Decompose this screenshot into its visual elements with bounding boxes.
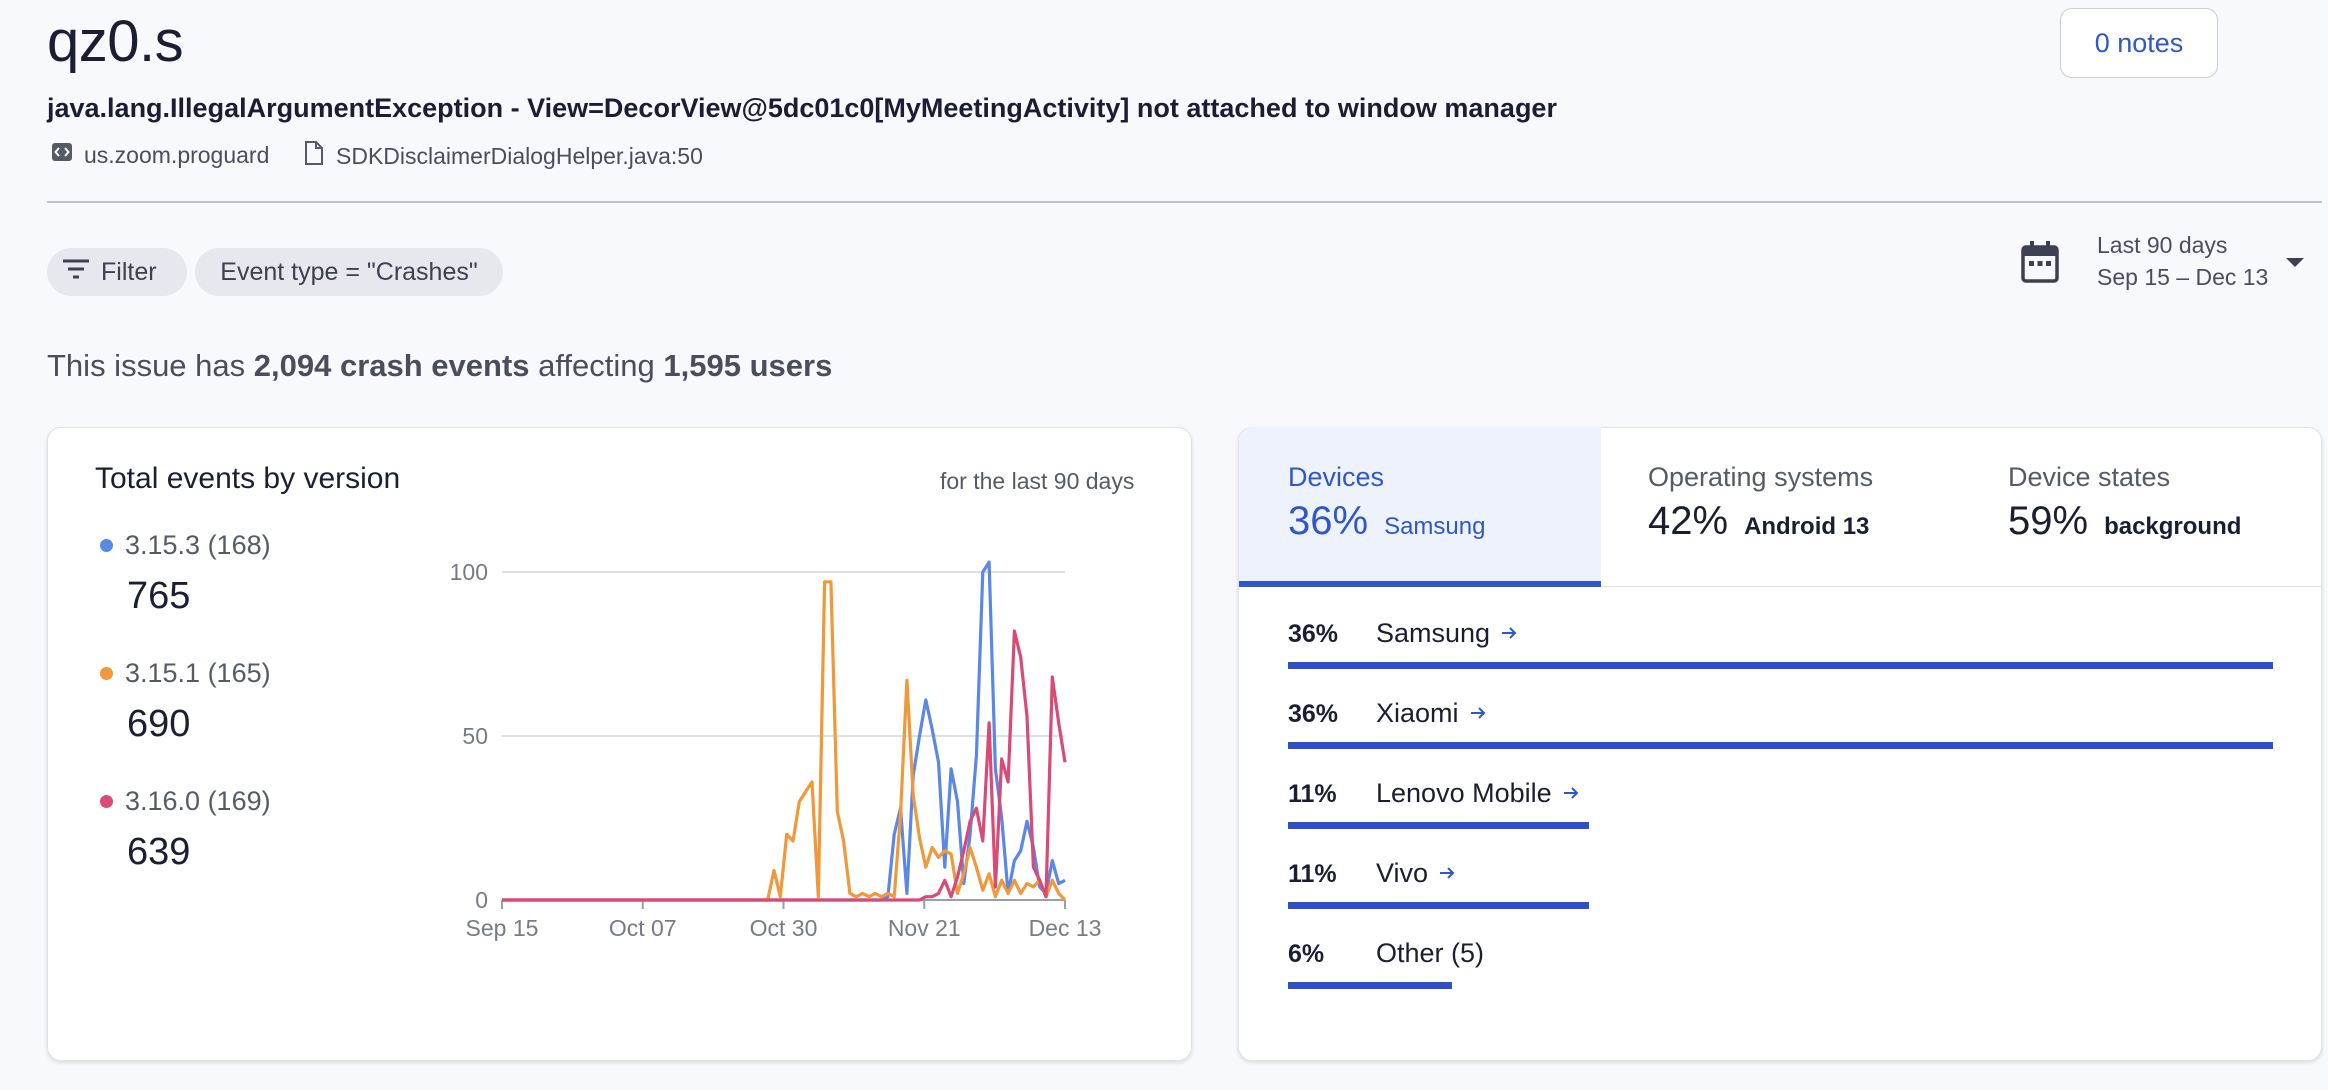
device-name: Other (5) bbox=[1376, 938, 1484, 969]
tab-percent: 36% bbox=[1288, 499, 1369, 543]
issue-title: qz0.s bbox=[47, 9, 184, 74]
arrow-right-icon[interactable] bbox=[1469, 698, 1487, 729]
events-by-version-card bbox=[47, 427, 1192, 1061]
x-tick-label: Dec 13 bbox=[1029, 915, 1102, 941]
x-tick-label: Nov 21 bbox=[888, 915, 961, 941]
legend-dot bbox=[100, 539, 113, 552]
device-row[interactable]: 36% Samsung bbox=[1288, 618, 2273, 680]
header-divider bbox=[47, 201, 2322, 203]
x-tick-label: Oct 30 bbox=[750, 915, 818, 941]
filter-button[interactable]: Filter bbox=[47, 248, 187, 296]
tab-label: Operating systems bbox=[1648, 462, 1874, 492]
device-label: Vivo bbox=[1376, 858, 1429, 888]
tab-device-states[interactable]: Device states 59% background bbox=[2008, 462, 2241, 544]
device-label: Lenovo Mobile bbox=[1376, 778, 1552, 808]
legend-item-3[interactable]: 3.16.0 (169) 639 bbox=[100, 786, 271, 874]
device-percent: 36% bbox=[1288, 620, 1339, 648]
device-name[interactable]: Vivo bbox=[1376, 858, 1456, 889]
device-percent: 11% bbox=[1288, 860, 1337, 888]
active-tab-indicator bbox=[1239, 581, 1601, 587]
tab-top-value: Android 13 bbox=[1744, 513, 1870, 540]
tab-devices-content[interactable]: Devices 36% Samsung bbox=[1288, 462, 1485, 544]
crash-events-count: 2,094 crash events bbox=[253, 348, 530, 383]
device-share-bar bbox=[1288, 982, 1452, 989]
legend-total: 765 bbox=[127, 575, 191, 617]
series-line-2[interactable] bbox=[502, 580, 1067, 902]
tab-label: Device states bbox=[2008, 462, 2171, 492]
calendar-icon[interactable] bbox=[2020, 240, 2060, 289]
date-range-label[interactable]: Last 90 days bbox=[2097, 232, 2228, 258]
legend-dot bbox=[100, 667, 113, 680]
tab-operating-systems[interactable]: Operating systems 42% Android 13 bbox=[1648, 462, 1873, 544]
device-percent: 6% bbox=[1288, 940, 1325, 968]
device-label: Samsung bbox=[1376, 618, 1491, 648]
arrow-right-icon[interactable] bbox=[1562, 778, 1580, 809]
code-icon bbox=[50, 140, 74, 170]
legend-item-2[interactable]: 3.15.1 (165) 690 bbox=[100, 658, 271, 746]
users-count: 1,595 users bbox=[663, 348, 833, 383]
device-name[interactable]: Lenovo Mobile bbox=[1376, 778, 1580, 809]
tab-top-value: Samsung bbox=[1384, 513, 1486, 540]
device-share-bar bbox=[1288, 662, 2273, 669]
tab-percent: 59% bbox=[2008, 499, 2089, 543]
device-name[interactable]: Xiaomi bbox=[1376, 698, 1487, 729]
package-meta: us.zoom.proguard bbox=[50, 140, 269, 170]
file-name: SDKDisclaimerDialogHelper.java:50 bbox=[336, 142, 703, 169]
legend-dot bbox=[100, 795, 113, 808]
series-line-1[interactable] bbox=[502, 560, 1066, 902]
device-share-bar bbox=[1288, 742, 2273, 749]
version-line-chart[interactable]: 0 50 100 Sep 15 Oct 07 Oct 30 Nov 21 Dec 13 bbox=[430, 540, 1110, 950]
device-row[interactable]: 11% Lenovo Mobile bbox=[1288, 778, 2273, 840]
file-icon bbox=[302, 140, 326, 172]
filter-label: Filter bbox=[101, 257, 157, 286]
x-tick-label: Oct 07 bbox=[609, 915, 677, 941]
y-tick-label: 100 bbox=[450, 559, 488, 585]
exception-message: java.lang.IllegalArgumentException - Vie… bbox=[47, 93, 1557, 123]
device-share-bar bbox=[1288, 822, 1589, 829]
legend-total: 690 bbox=[127, 703, 191, 745]
tab-devices[interactable] bbox=[1239, 427, 1601, 587]
arrow-right-icon[interactable] bbox=[1438, 858, 1456, 889]
tab-label: Devices bbox=[1288, 462, 1385, 492]
y-tick-label: 50 bbox=[462, 723, 488, 749]
package-name: us.zoom.proguard bbox=[84, 141, 270, 168]
tab-top-value: background bbox=[2104, 513, 2242, 540]
device-share-bar bbox=[1288, 902, 1589, 909]
legend-item-1[interactable]: 3.15.3 (168) 765 bbox=[100, 530, 271, 618]
arrow-right-icon[interactable] bbox=[1500, 618, 1518, 649]
filter-icon bbox=[61, 257, 91, 288]
notes-button[interactable]: 0 notes bbox=[2060, 8, 2218, 78]
event-type-chip[interactable]: Event type = "Crashes" bbox=[195, 248, 503, 296]
issue-summary: This issue has 2,094 crash events affect… bbox=[47, 348, 833, 383]
device-percent: 11% bbox=[1288, 780, 1337, 808]
device-percent: 36% bbox=[1288, 700, 1339, 728]
device-row: 6% Other (5) bbox=[1288, 938, 2273, 1000]
device-label: Other (5) bbox=[1376, 938, 1485, 968]
device-row[interactable]: 11% Vivo bbox=[1288, 858, 2273, 920]
chart-title: Total events by version bbox=[95, 462, 401, 495]
date-range-value[interactable]: Sep 15 – Dec 13 bbox=[2097, 264, 2269, 290]
device-name[interactable]: Samsung bbox=[1376, 618, 1518, 649]
legend-total: 639 bbox=[127, 831, 191, 873]
series-line-3[interactable] bbox=[502, 629, 1067, 902]
device-label: Xiaomi bbox=[1376, 698, 1459, 728]
file-meta: SDKDisclaimerDialogHelper.java:50 bbox=[302, 140, 703, 172]
chevron-down-icon[interactable] bbox=[2284, 256, 2306, 275]
tabs-divider bbox=[1601, 586, 2322, 587]
chart-subtitle: for the last 90 days bbox=[940, 468, 1135, 494]
tab-percent: 42% bbox=[1648, 499, 1729, 543]
device-row[interactable]: 36% Xiaomi bbox=[1288, 698, 2273, 760]
x-tick-label: Sep 15 bbox=[466, 915, 539, 941]
y-tick-label: 0 bbox=[475, 887, 488, 913]
